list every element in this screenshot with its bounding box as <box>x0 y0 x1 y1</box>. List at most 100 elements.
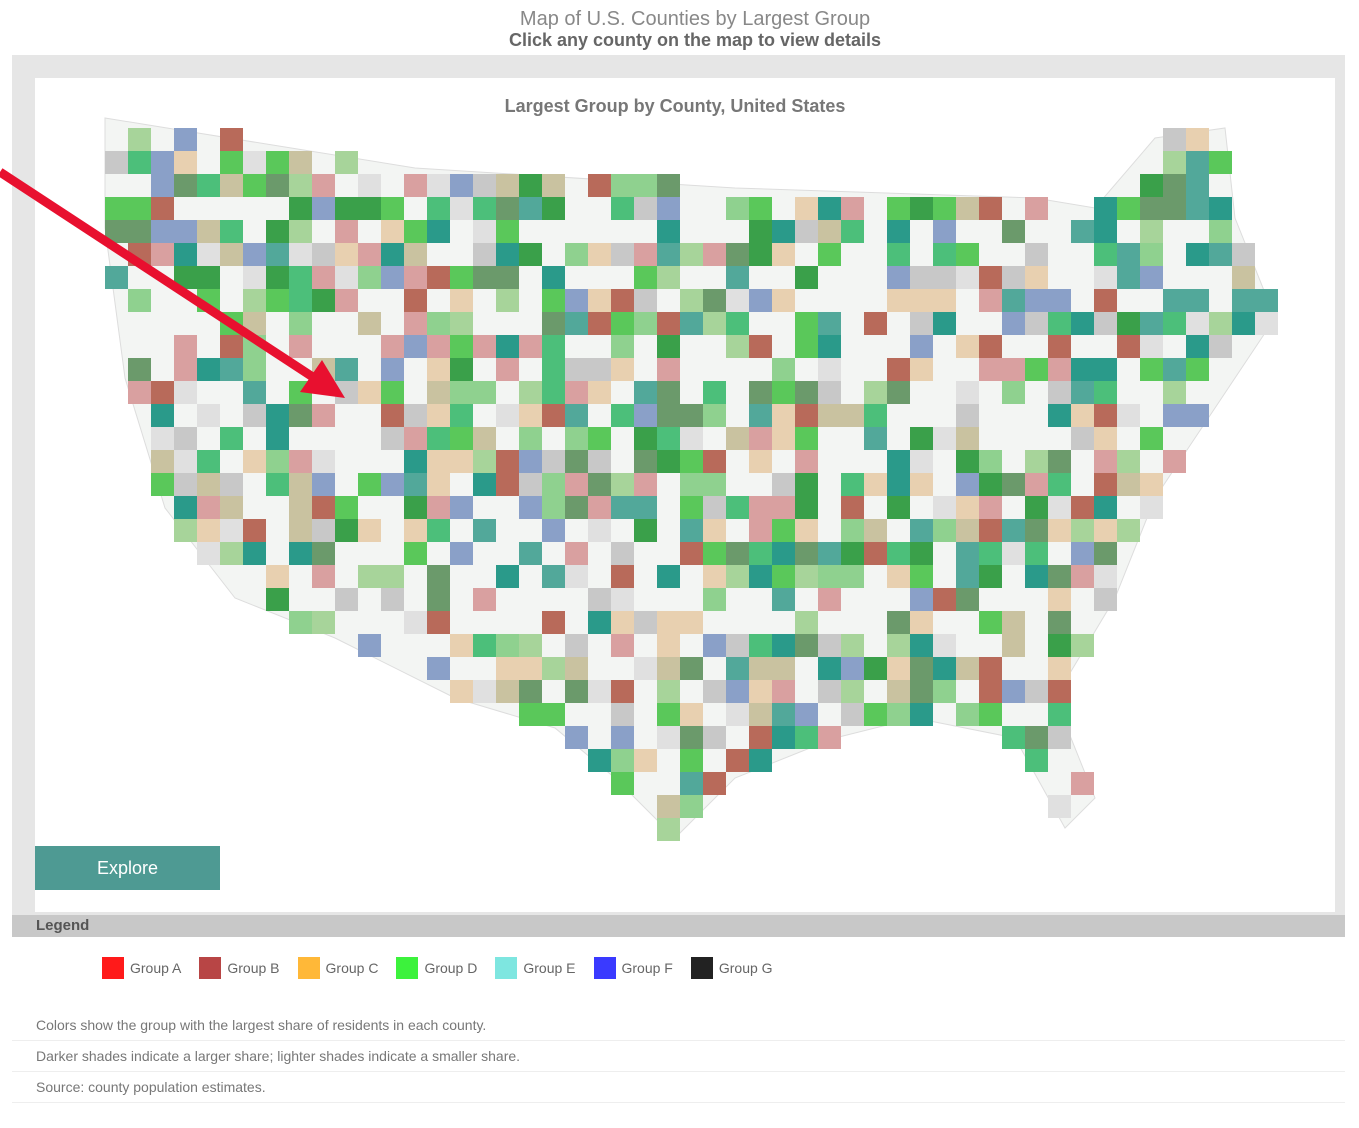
county[interactable] <box>473 243 496 266</box>
county[interactable] <box>956 473 979 496</box>
county[interactable] <box>427 381 450 404</box>
county[interactable] <box>1232 312 1255 335</box>
county[interactable] <box>381 565 404 588</box>
county[interactable] <box>266 565 289 588</box>
county[interactable] <box>381 473 404 496</box>
county[interactable] <box>611 611 634 634</box>
county[interactable] <box>680 289 703 312</box>
county[interactable] <box>542 335 565 358</box>
county[interactable] <box>680 404 703 427</box>
county[interactable] <box>427 358 450 381</box>
county[interactable] <box>1002 220 1025 243</box>
county[interactable] <box>818 335 841 358</box>
county[interactable] <box>956 519 979 542</box>
county[interactable] <box>703 381 726 404</box>
county[interactable] <box>680 542 703 565</box>
county[interactable] <box>657 450 680 473</box>
county[interactable] <box>841 542 864 565</box>
county[interactable] <box>841 703 864 726</box>
county[interactable] <box>565 381 588 404</box>
county[interactable] <box>979 289 1002 312</box>
county[interactable] <box>427 588 450 611</box>
county[interactable] <box>1186 289 1209 312</box>
county[interactable] <box>887 542 910 565</box>
county[interactable] <box>634 289 657 312</box>
county[interactable] <box>726 634 749 657</box>
county[interactable] <box>864 703 887 726</box>
county[interactable] <box>979 358 1002 381</box>
county[interactable] <box>887 634 910 657</box>
county[interactable] <box>1255 312 1278 335</box>
county[interactable] <box>1094 473 1117 496</box>
county[interactable] <box>703 496 726 519</box>
county[interactable] <box>657 174 680 197</box>
county[interactable] <box>404 174 427 197</box>
county[interactable] <box>427 335 450 358</box>
county[interactable] <box>519 427 542 450</box>
county[interactable] <box>243 450 266 473</box>
county[interactable] <box>634 197 657 220</box>
county[interactable] <box>979 496 1002 519</box>
county[interactable] <box>519 496 542 519</box>
county[interactable] <box>979 565 1002 588</box>
county[interactable] <box>542 657 565 680</box>
county[interactable] <box>496 266 519 289</box>
county[interactable] <box>450 289 473 312</box>
county[interactable] <box>979 473 1002 496</box>
county[interactable] <box>427 473 450 496</box>
county[interactable] <box>795 427 818 450</box>
county[interactable] <box>266 473 289 496</box>
county[interactable] <box>657 335 680 358</box>
county[interactable] <box>680 519 703 542</box>
county[interactable] <box>312 519 335 542</box>
county[interactable] <box>841 657 864 680</box>
county[interactable] <box>772 289 795 312</box>
county[interactable] <box>864 542 887 565</box>
county[interactable] <box>611 289 634 312</box>
county[interactable] <box>565 312 588 335</box>
county[interactable] <box>1048 726 1071 749</box>
county[interactable] <box>496 289 519 312</box>
county[interactable] <box>1048 312 1071 335</box>
county[interactable] <box>910 358 933 381</box>
county[interactable] <box>818 197 841 220</box>
county[interactable] <box>565 404 588 427</box>
county[interactable] <box>795 450 818 473</box>
county[interactable] <box>703 588 726 611</box>
county[interactable] <box>496 565 519 588</box>
county[interactable] <box>887 358 910 381</box>
county[interactable] <box>657 680 680 703</box>
county[interactable] <box>496 657 519 680</box>
county[interactable] <box>565 634 588 657</box>
county[interactable] <box>956 657 979 680</box>
county[interactable] <box>289 611 312 634</box>
county[interactable] <box>1071 404 1094 427</box>
county[interactable] <box>450 542 473 565</box>
county[interactable] <box>404 289 427 312</box>
county[interactable] <box>703 565 726 588</box>
county[interactable] <box>519 381 542 404</box>
county[interactable] <box>312 565 335 588</box>
county[interactable] <box>1209 220 1232 243</box>
county[interactable] <box>611 680 634 703</box>
county[interactable] <box>473 680 496 703</box>
county[interactable] <box>427 174 450 197</box>
county[interactable] <box>772 519 795 542</box>
county[interactable] <box>220 496 243 519</box>
county[interactable] <box>1094 588 1117 611</box>
county[interactable] <box>496 243 519 266</box>
county[interactable] <box>588 496 611 519</box>
county[interactable] <box>657 358 680 381</box>
county[interactable] <box>910 680 933 703</box>
county[interactable] <box>979 703 1002 726</box>
county[interactable] <box>910 588 933 611</box>
county[interactable] <box>588 473 611 496</box>
county[interactable] <box>634 312 657 335</box>
county[interactable] <box>795 197 818 220</box>
county[interactable] <box>772 680 795 703</box>
county[interactable] <box>680 496 703 519</box>
county[interactable] <box>795 611 818 634</box>
county[interactable] <box>634 381 657 404</box>
county[interactable] <box>910 335 933 358</box>
county[interactable] <box>1186 312 1209 335</box>
